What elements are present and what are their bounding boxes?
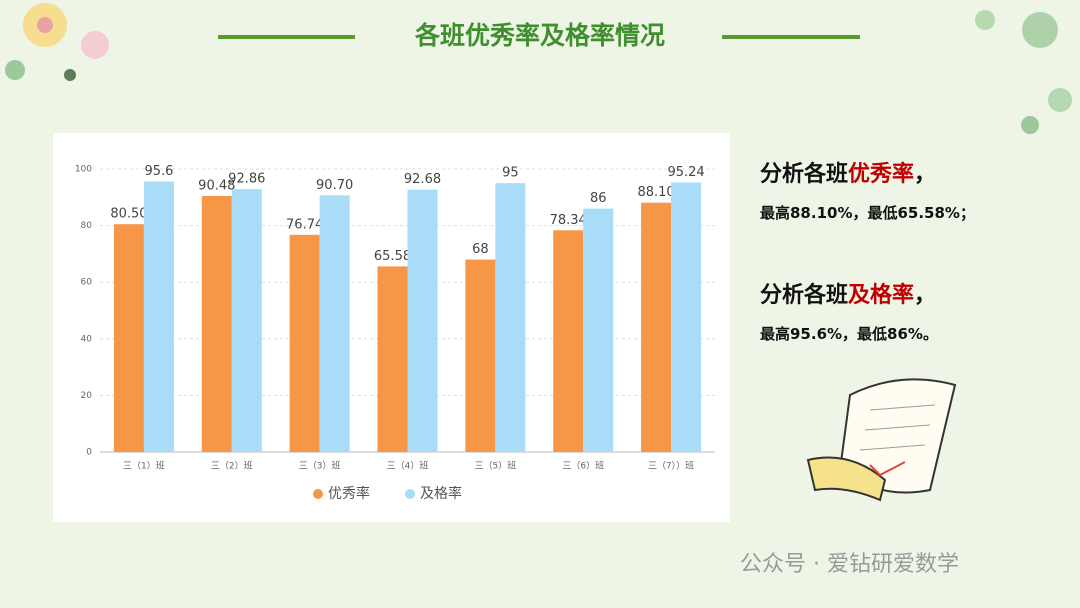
bar: [407, 189, 438, 452]
bar: [289, 234, 320, 452]
value-label: 78.34: [550, 213, 587, 228]
legend-label: 及格率: [420, 485, 462, 502]
x-tick-label: 三（3）班: [299, 460, 341, 472]
bar: [143, 181, 174, 452]
value-label: 92.68: [404, 172, 441, 187]
analysis-block: 分析各班优秀率， 最高88.10%，最低65.58%；: [760, 156, 975, 223]
value-label: 92.86: [228, 172, 265, 187]
heading-highlight: 优秀率: [848, 162, 915, 187]
legend-marker: [405, 489, 415, 499]
watermark: 公众号 · 爱钻研爱数学: [740, 552, 959, 577]
value-label: 95: [502, 166, 519, 181]
heading-highlight: 及格率: [848, 283, 915, 308]
x-tick-label: 三（4）班: [387, 460, 429, 472]
y-tick-label: 60: [81, 278, 93, 288]
bar: [377, 266, 408, 452]
x-tick-label: 三（7））班: [648, 460, 694, 472]
value-label: 80.50: [110, 207, 147, 222]
analysis-heading: 分析各班及格率，: [760, 277, 938, 309]
value-label: 90.48: [198, 178, 235, 193]
x-tick-label: 三（2）班: [211, 460, 253, 472]
y-tick-label: 100: [75, 165, 92, 175]
analysis-detail: 最高88.10%，最低65.58%；: [760, 204, 975, 222]
y-tick-label: 40: [81, 334, 93, 344]
chart: 0 20 40 60 80 100 三（1）班 80.50 95.6 三（2）班 90.4892.8…: [75, 164, 715, 502]
heading-text: ，: [914, 162, 937, 187]
value-label: 95.6: [144, 164, 173, 179]
x-tick-label: 三（6）班: [562, 460, 604, 472]
value-label: 95.24: [667, 165, 704, 180]
heading-text: 分析各班: [760, 283, 849, 308]
title: 各班优秀率及格率情况: [414, 21, 665, 50]
analysis-heading: 分析各班优秀率，: [760, 156, 975, 188]
bar: [495, 183, 526, 452]
paper-icon: [806, 378, 957, 502]
bar: [319, 195, 350, 452]
value-label: 76.74: [286, 217, 323, 232]
legend-marker: [313, 489, 323, 499]
bar: [201, 195, 232, 453]
bar: [641, 202, 672, 452]
bar: [553, 230, 584, 452]
value-label: 68: [472, 242, 489, 257]
analysis-detail: 最高95.6%，最低86%。: [760, 325, 938, 343]
y-tick-label: 0: [86, 448, 92, 458]
analysis-block: 分析各班及格率， 最高95.6%，最低86%。: [760, 277, 938, 344]
legend-label: 优秀率: [328, 485, 370, 502]
bar: [583, 208, 614, 452]
bar: [231, 189, 262, 452]
y-tick-label: 80: [81, 221, 93, 231]
value-label: 65.58: [374, 249, 411, 264]
x-tick-label: 三（1）班: [123, 460, 165, 472]
bar: [671, 182, 702, 452]
y-tick-label: 20: [81, 391, 93, 401]
bar: [465, 259, 496, 452]
heading-text: ，: [914, 283, 937, 308]
x-tick-label: 三（5）班: [474, 460, 516, 472]
value-label: 88.10: [637, 185, 674, 200]
heading-text: 分析各班: [760, 162, 849, 187]
value-label: 90.70: [316, 178, 353, 193]
value-label: 86: [590, 191, 607, 206]
bar: [113, 224, 144, 452]
flower-decoration: [5, 3, 1072, 134]
